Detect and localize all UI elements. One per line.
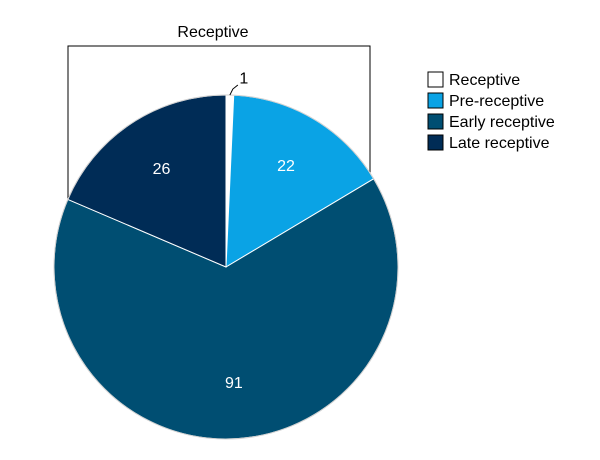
legend: Receptive Pre-receptive Early receptive Lat… [427, 71, 555, 152]
slice-value-label-pre-receptive: 22 [277, 158, 295, 175]
slice-value-label-receptive: 1 [239, 71, 248, 88]
slice-value-label-late-receptive: 26 [153, 161, 171, 178]
legend-swatch-early-receptive [427, 113, 444, 130]
pie-outline [53, 94, 399, 440]
chart-title: Receptive [177, 24, 248, 41]
legend-swatch-receptive [427, 71, 444, 88]
legend-label-receptive: Receptive [449, 72, 520, 89]
slice-value-label-early-receptive: 91 [225, 375, 243, 392]
leader-line-receptive [229, 84, 239, 96]
legend-label-early-receptive: Early receptive [449, 114, 555, 131]
legend-label-pre-receptive: Pre-receptive [449, 93, 544, 110]
pie-slice-labels: 1 22 91 26 [153, 71, 295, 393]
legend-swatch-late-receptive [427, 134, 444, 151]
receptive-bracket [67, 45, 371, 202]
legend-swatch-pre-receptive [427, 92, 444, 109]
pie-slices [53, 94, 399, 440]
legend-label-late-receptive: Late receptive [449, 135, 550, 152]
